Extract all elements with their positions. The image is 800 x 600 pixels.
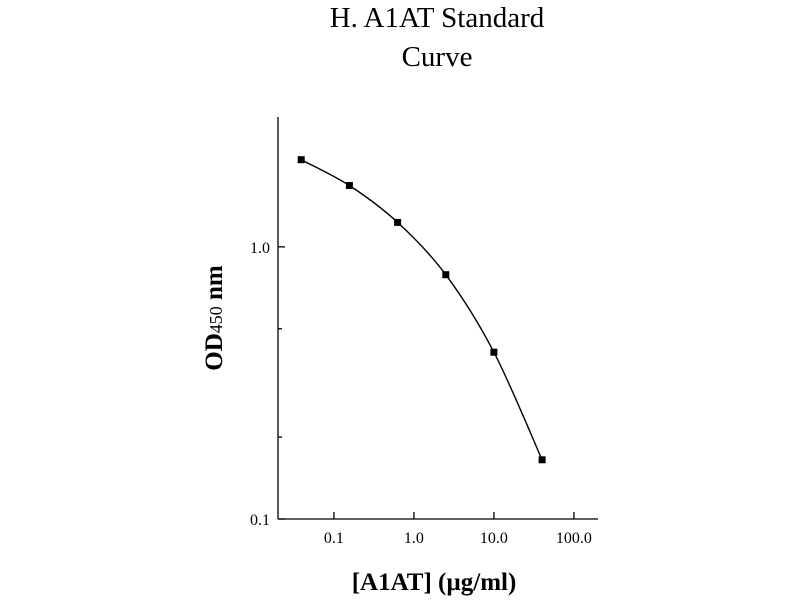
data-point-marker bbox=[394, 218, 402, 226]
tick-group: 0.1 1.0 10.0 100.0 0.1 1.0 bbox=[250, 240, 592, 547]
y-axis-title-main: OD bbox=[201, 333, 228, 371]
data-point-marker bbox=[442, 271, 450, 279]
standard-curve-line bbox=[300, 159, 543, 461]
chart-title-line-1: H. A1AT Standard bbox=[330, 2, 545, 34]
data-point-marker bbox=[538, 456, 546, 464]
series-group bbox=[297, 156, 546, 464]
x-tick-label: 100.0 bbox=[556, 530, 592, 547]
y-axis-title-subscript: 450 bbox=[206, 306, 226, 333]
y-axis-title-unit: nm bbox=[201, 265, 228, 306]
x-tick-label: 0.1 bbox=[324, 530, 344, 547]
y-tick-label: 1.0 bbox=[250, 240, 270, 257]
x-axis-title: [A1AT] (µg/ml) bbox=[352, 569, 517, 596]
y-tick-label: 0.1 bbox=[250, 512, 270, 529]
chart-title-line-2: Curve bbox=[402, 41, 473, 73]
y-axis-title: OD450 nm bbox=[201, 265, 228, 371]
x-tick-label: 1.0 bbox=[404, 530, 424, 547]
x-tick-label: 10.0 bbox=[480, 530, 508, 547]
data-point-marker bbox=[345, 182, 353, 189]
data-point-marker bbox=[297, 156, 305, 164]
data-point-marker bbox=[490, 348, 498, 356]
